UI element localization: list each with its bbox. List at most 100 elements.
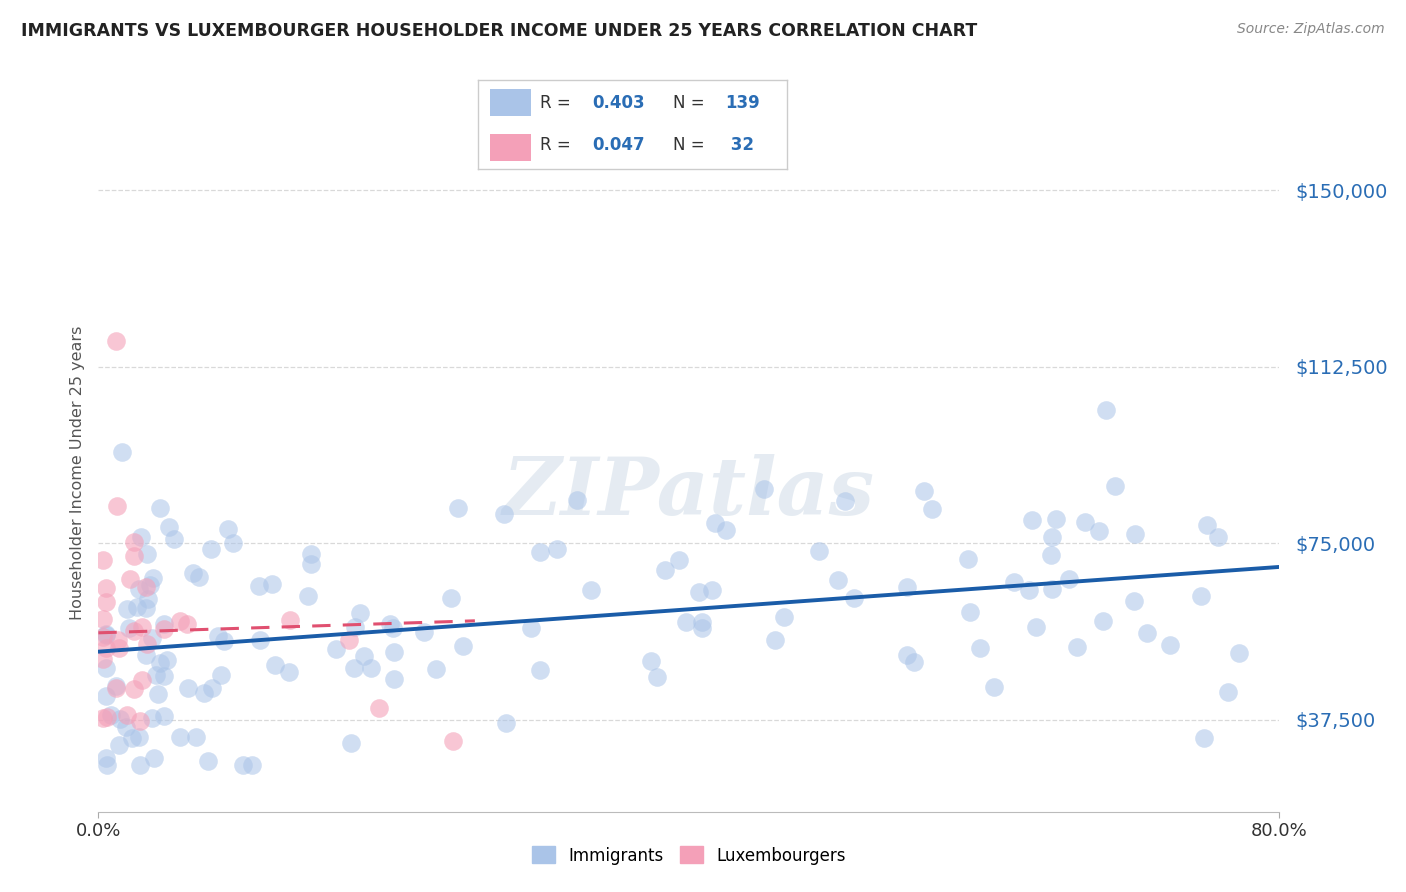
Point — [122, 624, 145, 639]
Point — [447, 500, 470, 515]
Point — [645, 670, 668, 684]
Point — [299, 547, 322, 561]
Point — [529, 545, 551, 559]
Point — [1057, 573, 1080, 587]
Point — [91, 711, 114, 725]
Point — [91, 652, 114, 666]
Point — [412, 625, 434, 640]
Point — [382, 672, 405, 686]
Point — [105, 681, 128, 696]
Point — [1206, 530, 1229, 544]
Point — [773, 609, 796, 624]
Point — [91, 552, 114, 566]
Point — [94, 661, 117, 675]
Point — [440, 591, 463, 605]
Point — [1040, 549, 1063, 563]
Point — [1104, 479, 1126, 493]
Point — [381, 621, 404, 635]
Point — [136, 591, 159, 606]
Text: 32: 32 — [725, 136, 755, 153]
Point — [136, 547, 159, 561]
Point — [1021, 513, 1043, 527]
Point — [91, 630, 114, 644]
Point — [1025, 620, 1047, 634]
Point — [1159, 638, 1181, 652]
Point — [135, 600, 157, 615]
Point — [181, 566, 204, 581]
Point — [96, 710, 118, 724]
Point — [176, 617, 198, 632]
Point — [153, 617, 176, 632]
Point — [120, 572, 142, 586]
Point — [640, 654, 662, 668]
Point — [579, 583, 602, 598]
Point — [131, 673, 153, 688]
Point — [143, 751, 166, 765]
Point — [903, 655, 925, 669]
Point — [115, 708, 138, 723]
Point — [105, 500, 128, 514]
Text: N =: N = — [673, 94, 710, 112]
Point — [337, 632, 360, 647]
Y-axis label: Householder Income Under 25 years: Householder Income Under 25 years — [69, 326, 84, 620]
Point — [115, 720, 138, 734]
Legend: Immigrants, Luxembourgers: Immigrants, Luxembourgers — [524, 839, 853, 871]
Point — [110, 444, 132, 458]
Point — [1040, 582, 1063, 597]
Point — [1197, 518, 1219, 533]
Point — [808, 544, 831, 558]
Point — [1066, 640, 1088, 655]
Point — [842, 591, 865, 606]
Point — [368, 701, 391, 715]
Point — [1094, 403, 1116, 417]
Point — [149, 500, 172, 515]
Point — [1189, 589, 1212, 603]
Point — [124, 549, 146, 564]
Point — [263, 657, 285, 672]
Text: ZIPatlas: ZIPatlas — [503, 454, 875, 532]
Point — [752, 483, 775, 497]
Point — [378, 617, 401, 632]
Point — [100, 707, 122, 722]
Point — [654, 563, 676, 577]
Point — [96, 757, 118, 772]
Point — [217, 522, 239, 536]
Point — [96, 581, 118, 595]
Point — [700, 583, 723, 598]
Point — [1123, 594, 1146, 608]
Point — [145, 668, 167, 682]
Point — [108, 712, 131, 726]
Point — [344, 620, 367, 634]
Bar — [491, 134, 530, 161]
Point — [188, 570, 211, 584]
Point — [138, 578, 160, 592]
Point — [959, 606, 981, 620]
Point — [125, 599, 148, 614]
Point — [1045, 511, 1067, 525]
Point — [1002, 575, 1025, 590]
Point — [94, 595, 117, 609]
Point — [360, 661, 382, 675]
Point — [349, 606, 371, 620]
Point — [1087, 524, 1109, 538]
Text: R =: R = — [540, 136, 576, 153]
Point — [896, 648, 918, 662]
Point — [495, 715, 517, 730]
Point — [675, 615, 697, 630]
Point — [492, 507, 515, 521]
Point — [212, 634, 235, 648]
Point — [201, 681, 224, 696]
Point — [135, 637, 157, 651]
Point — [94, 628, 117, 642]
Point — [94, 626, 117, 640]
Point — [232, 757, 254, 772]
Point — [115, 602, 138, 616]
Point — [186, 730, 208, 744]
Point — [247, 580, 270, 594]
Point — [149, 656, 172, 670]
Point — [107, 738, 129, 752]
Point — [983, 680, 1005, 694]
Point — [207, 629, 229, 643]
Text: N =: N = — [673, 136, 710, 153]
Text: 139: 139 — [725, 94, 761, 112]
